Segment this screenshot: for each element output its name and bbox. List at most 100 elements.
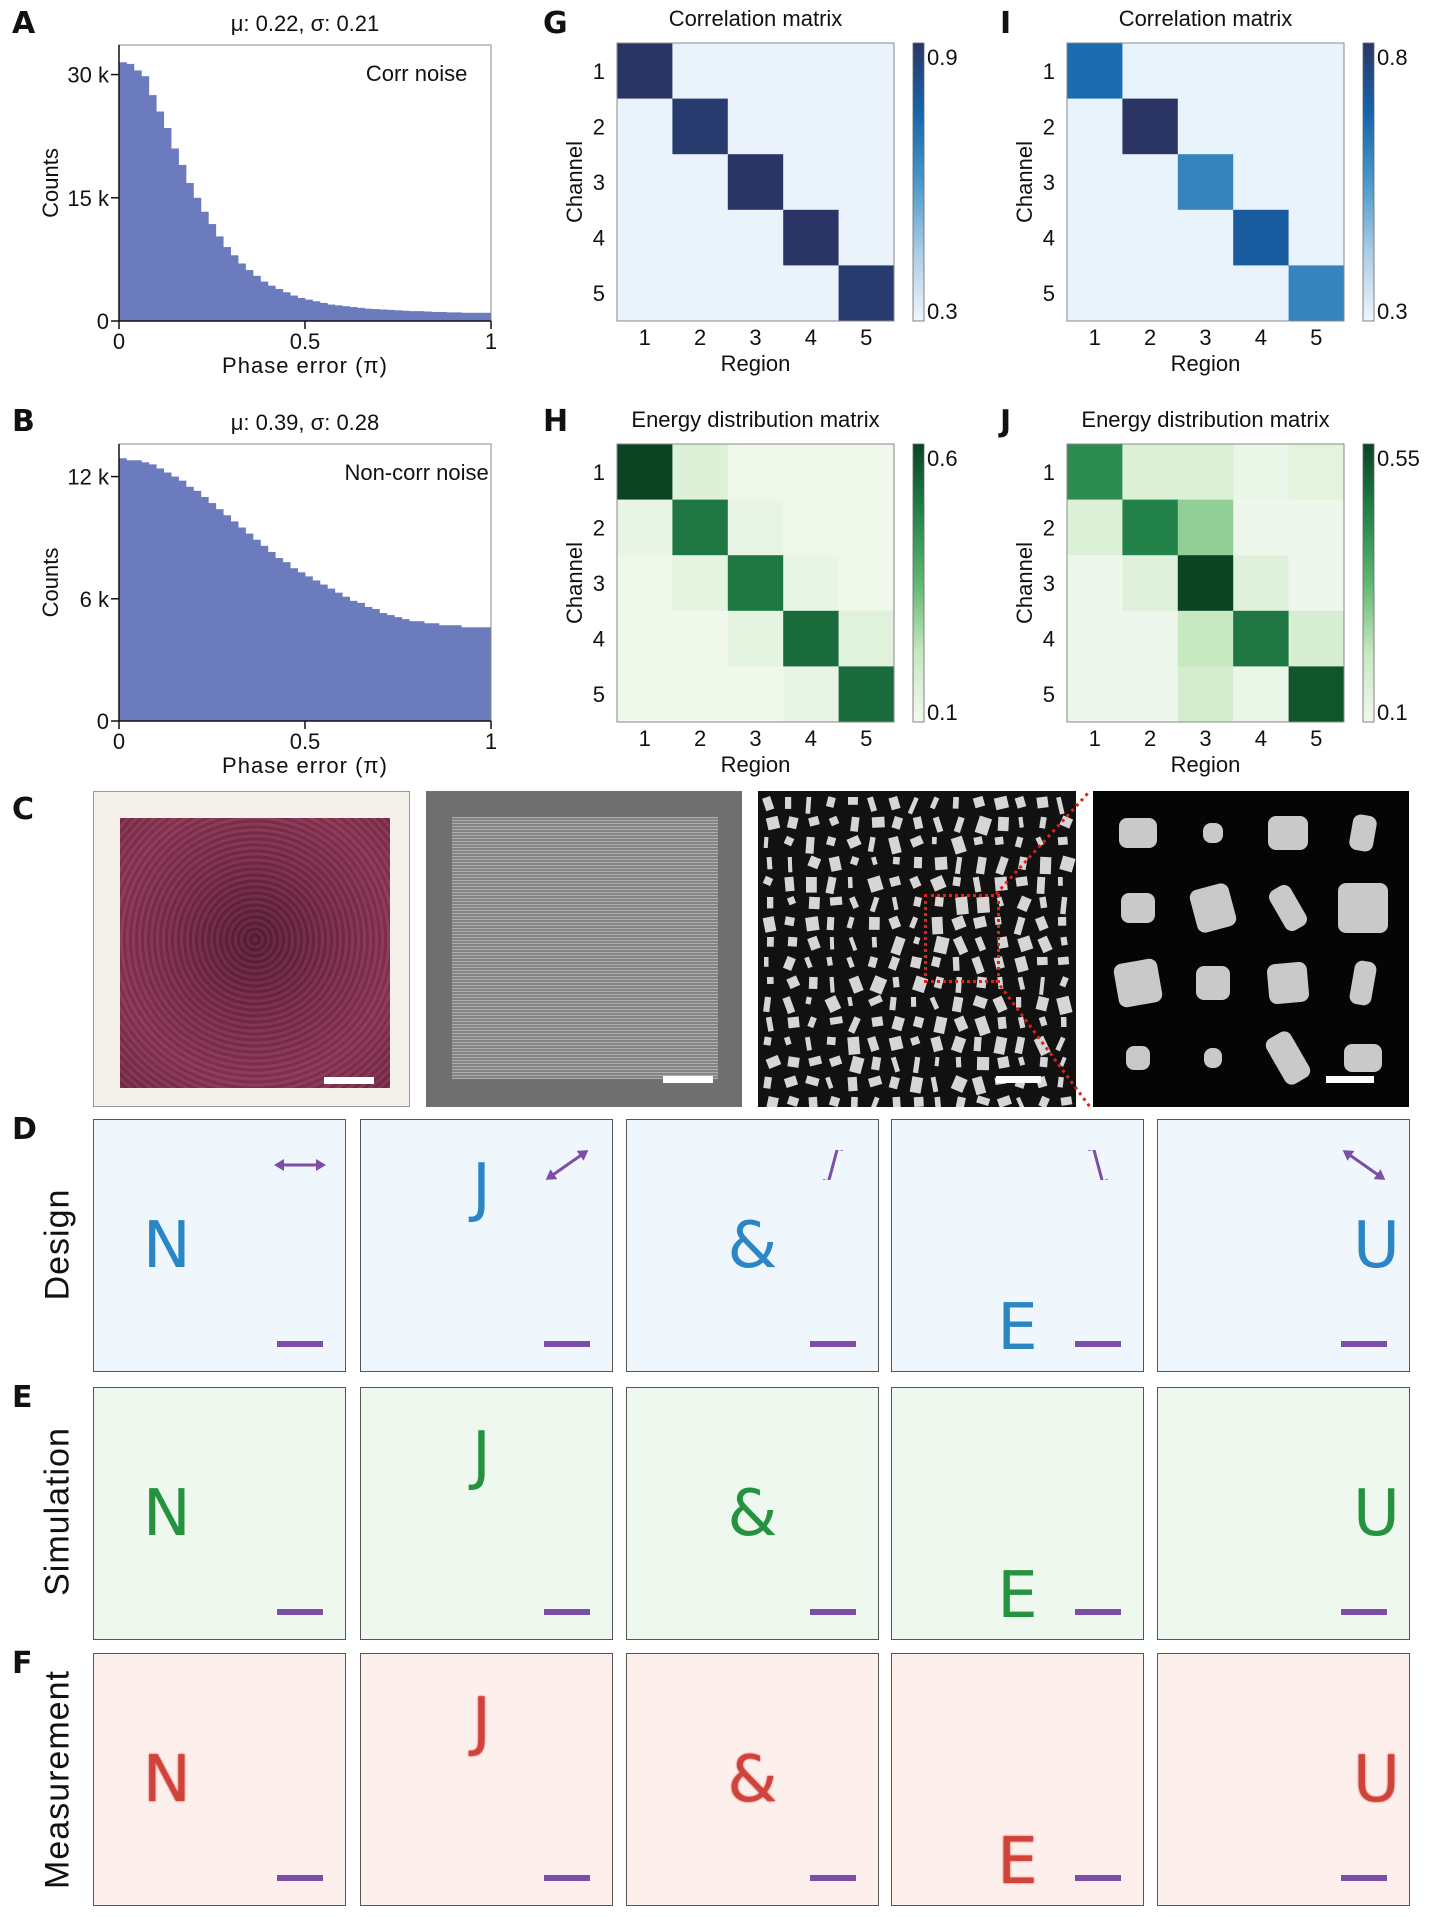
nanopillar <box>1036 876 1046 894</box>
nanopillar <box>934 856 948 871</box>
nanopillar <box>828 815 840 827</box>
scale-bar <box>544 1874 591 1881</box>
nanopillar <box>888 1035 904 1052</box>
histogram-bar <box>476 312 484 321</box>
colorbar-min-label: 0.1 <box>927 700 958 725</box>
x-tick-label: 4 <box>1255 726 1267 751</box>
histogram-bar <box>178 164 187 321</box>
histogram-bar <box>446 625 455 721</box>
nanopillar <box>912 1016 925 1029</box>
heatmap-cell <box>672 43 729 99</box>
histogram-bar <box>461 312 470 321</box>
x-tick-label: 0 <box>113 329 125 354</box>
heatmap-cell <box>783 43 839 99</box>
nanopillar <box>868 994 883 1007</box>
x-tick-label: 2 <box>1144 726 1156 751</box>
nanopillar <box>808 896 821 910</box>
nanopillar <box>1017 1016 1026 1029</box>
panel-label-g: G <box>543 6 568 41</box>
nanopillar <box>953 1015 969 1032</box>
x-tick-label: 5 <box>1310 325 1322 350</box>
nanopillar <box>975 856 987 875</box>
nanopillar-zoomed <box>1269 885 1307 931</box>
nanopillar <box>847 996 853 1007</box>
nanopillar <box>993 1036 1008 1055</box>
heatmap-cell <box>727 666 784 723</box>
heatmap-cell <box>1067 154 1123 211</box>
heatmap-cell <box>1067 209 1123 266</box>
histogram-bar <box>208 503 217 721</box>
design-panel: U <box>1157 1119 1410 1372</box>
nanopillar <box>997 1016 1007 1030</box>
nanopillar-zoomed <box>1126 1046 1150 1070</box>
nanopillar-zoom <box>1113 814 1388 1085</box>
nanopillar <box>805 1075 820 1087</box>
panel-label-a: A <box>12 6 36 41</box>
nanopillar <box>972 795 986 809</box>
scale-bar <box>324 1077 374 1084</box>
nanopillar-zoomed <box>1119 818 1157 848</box>
nanopillar <box>849 1055 865 1075</box>
nanopillar <box>868 916 880 930</box>
x-tick-label: 1 <box>639 325 651 350</box>
y-tick-label: 4 <box>593 226 605 251</box>
histogram-bar <box>357 602 365 721</box>
histogram-bar <box>468 627 477 721</box>
histogram-bar <box>193 490 202 721</box>
heatmap-cell <box>1233 209 1289 266</box>
histogram-bar <box>409 311 417 321</box>
nanopillar <box>765 1016 774 1032</box>
histogram-bar <box>200 211 209 321</box>
histogram-bar <box>483 627 492 721</box>
heatmap-cell <box>838 154 895 211</box>
nanopillar <box>1060 896 1068 915</box>
heatmap-cell <box>1122 209 1179 266</box>
histogram-bar <box>379 309 388 321</box>
y-axis-label: Channel <box>562 542 587 624</box>
nanopillar <box>868 1075 883 1088</box>
histogram-bar <box>133 460 142 721</box>
panel-label-e: E <box>12 1380 33 1415</box>
optical-micrograph <box>93 791 410 1107</box>
heatmap-cell <box>838 209 895 266</box>
chart-a: 0 15 k 30 k 0 0.5 1 μ: 0.22, σ: 0.21 Corr noise… <box>38 11 497 378</box>
nanopillar <box>1015 876 1029 887</box>
histogram-bar <box>193 197 202 321</box>
nanopillar <box>807 1016 817 1029</box>
nanopillar <box>1059 1056 1067 1067</box>
histogram-bar <box>245 533 254 721</box>
nanopillar <box>891 816 904 830</box>
nanopillar <box>828 856 842 872</box>
nanopillar <box>909 1035 921 1046</box>
histogram-bar <box>215 236 224 321</box>
y-tick-label: 4 <box>1043 226 1055 251</box>
y-tick-label: 5 <box>593 281 605 306</box>
row-label-design: Design <box>38 1188 77 1301</box>
nanopillar <box>888 796 901 811</box>
design-panel: N <box>93 1119 346 1372</box>
nanopillar <box>847 1076 858 1092</box>
nanopillar <box>951 915 967 931</box>
colorbar-min-label: 0.3 <box>1377 299 1408 324</box>
nanopillar <box>763 1036 772 1046</box>
nanopillar <box>1033 1035 1051 1057</box>
heatmap-cell <box>1288 43 1345 99</box>
heatmap-cell <box>783 499 839 556</box>
zoom-connector-lines <box>994 791 1092 1107</box>
heatmap-cell <box>838 444 895 500</box>
nanopillar <box>1014 836 1024 848</box>
y-tick-label: 3 <box>593 571 605 596</box>
histogram-bar <box>364 606 373 721</box>
heatmap-cell <box>1233 666 1289 723</box>
nanopillar <box>867 796 878 812</box>
y-tick-label: 2 <box>593 515 605 540</box>
heatmap-cell <box>1233 444 1289 500</box>
colorbar-max-label: 0.9 <box>927 45 958 70</box>
histogram-bar <box>431 623 440 721</box>
nanopillar <box>867 836 876 853</box>
nanopillar <box>1034 915 1049 932</box>
nanopillar <box>973 836 984 846</box>
histogram-bar <box>438 625 447 721</box>
charts-canvas: 0 15 k 30 k 0 0.5 1 μ: 0.22, σ: 0.21 Corr noise… <box>38 6 1420 778</box>
nanopillar <box>931 916 944 935</box>
